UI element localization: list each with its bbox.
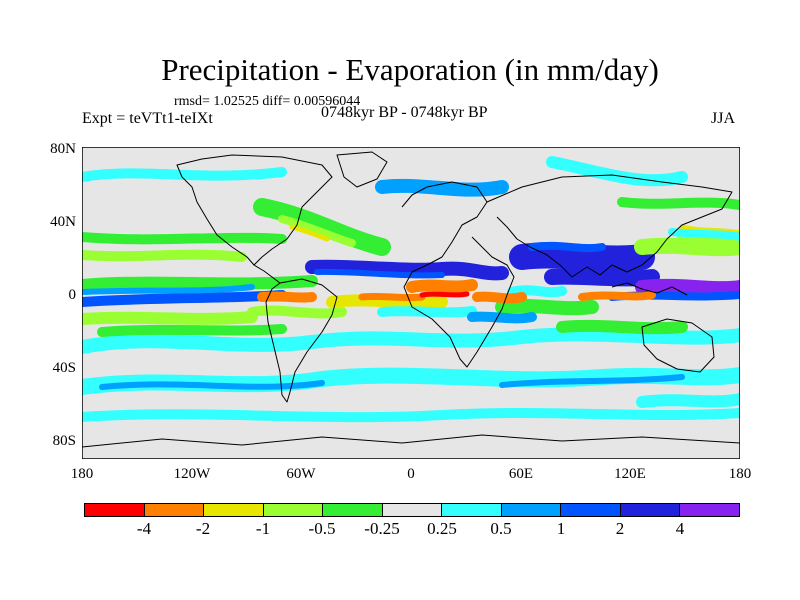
south-america-coast: [265, 278, 338, 403]
colorbar-segment: [561, 504, 621, 516]
lon-label-180w: 180: [70, 466, 94, 482]
northern-bands: [82, 156, 740, 262]
lon-label-60e: 60E: [508, 466, 534, 482]
lon-label-180e: 180: [728, 466, 752, 482]
europe-africa-coast: [401, 181, 515, 368]
antarctica-coast: [82, 434, 740, 448]
colorbar-segment: [442, 504, 502, 516]
colorbar-segment: [263, 504, 324, 516]
colorbar-segment: [620, 504, 681, 516]
season-label: JJA: [711, 110, 736, 127]
stats-subtitle: rmsd= 1.02525 diff= 0.00596044: [174, 94, 361, 109]
colorbar-label: 4: [675, 519, 685, 538]
colorbar-segment: [382, 504, 443, 516]
monsoon-region: [495, 228, 740, 335]
lat-label-eq: 0: [68, 287, 77, 303]
lat-label-40s: 40S: [52, 360, 76, 376]
colorbar-label: -0.5: [308, 519, 336, 538]
asia-coast: [486, 174, 733, 278]
lat-label-40n: 40N: [50, 214, 76, 230]
lon-label-0: 0: [407, 466, 415, 482]
colorbar-label: -0.25: [364, 519, 400, 538]
colorbar-label: 2: [615, 519, 625, 538]
colorbar-label: -1: [255, 519, 271, 538]
experiment-label: Expt = teVTt1-teIXt: [82, 110, 213, 127]
colorbar-label: -4: [136, 519, 152, 538]
colorbar: [84, 503, 740, 517]
lon-label-120w: 120W: [173, 466, 211, 482]
africa-atlantic: [377, 279, 537, 324]
period-label: 0748kyr BP - 0748kyr BP: [321, 104, 488, 121]
central-america-coast: [253, 264, 281, 284]
lon-label-60w: 60W: [286, 466, 316, 482]
colorbar-label: -2: [195, 519, 211, 538]
lat-label-80s: 80S: [52, 433, 76, 449]
pe-anomaly-map: [82, 147, 740, 459]
colorbar-label: 0.25: [427, 519, 457, 538]
australia-coast: [641, 318, 715, 373]
coastlines: [82, 151, 740, 448]
colorbar-segment: [144, 504, 205, 516]
colorbar-label: 1: [556, 519, 566, 538]
greenland-coast: [336, 151, 388, 188]
colorbar-segment: [204, 504, 264, 516]
southern-storm-track: [82, 327, 740, 423]
colorbar-label: 0.5: [490, 519, 512, 538]
lat-label-80n: 80N: [50, 141, 76, 157]
lon-label-120e: 120E: [614, 466, 646, 482]
colorbar-segment: [680, 504, 740, 516]
colorbar-segment: [323, 504, 383, 516]
maritime-continent-coast: [611, 282, 688, 296]
colorbar-segment: [501, 504, 562, 516]
north-america-coast: [176, 154, 333, 266]
chart-title: Precipitation - Evaporation (in mm/day): [161, 52, 659, 87]
colorbar-segment: [85, 504, 145, 516]
